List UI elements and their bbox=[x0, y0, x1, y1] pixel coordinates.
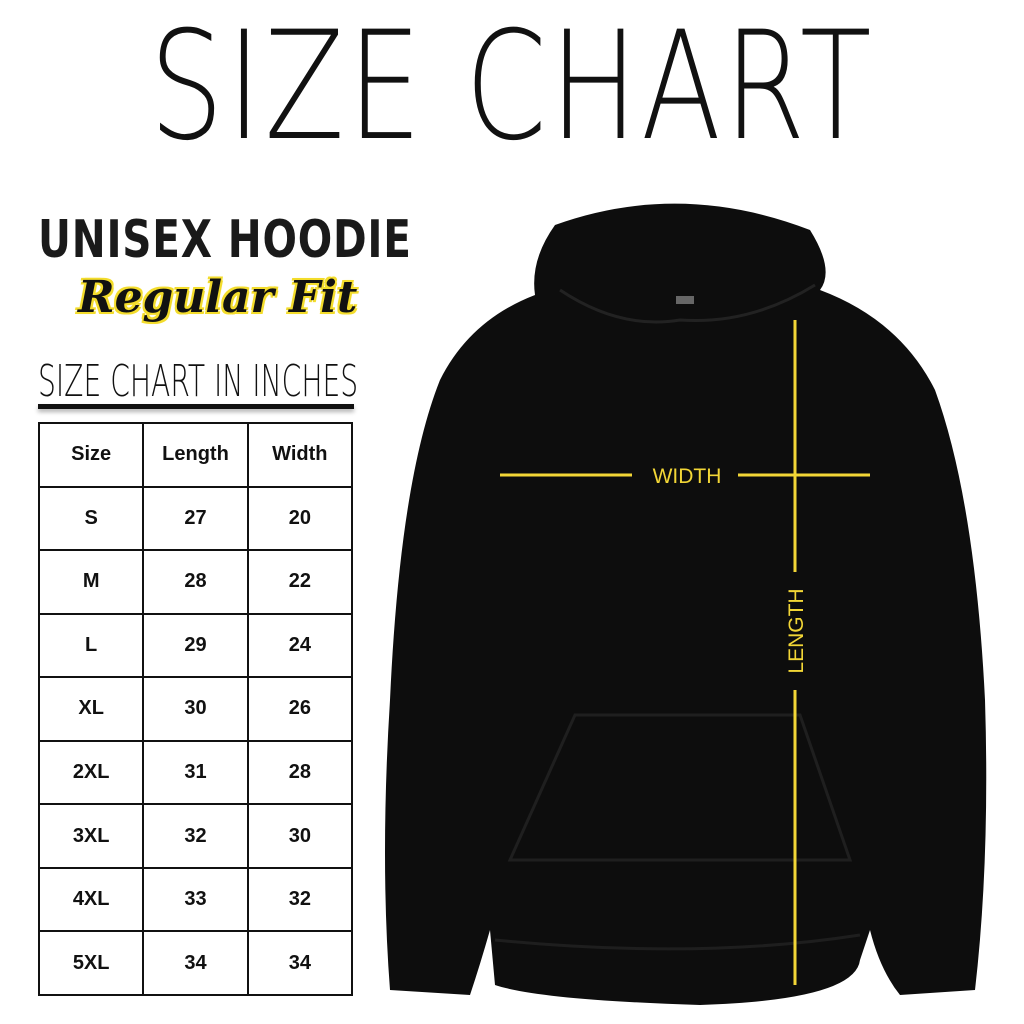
length-label: LENGTH bbox=[785, 588, 808, 673]
table-cell: 28 bbox=[246, 739, 354, 806]
table-row: XL 30 26 bbox=[37, 676, 354, 742]
product-name: UNISEX HOODIE bbox=[38, 210, 412, 270]
table-cell: 32 bbox=[246, 866, 354, 933]
table-cell: 24 bbox=[246, 612, 354, 679]
table-cell: S bbox=[37, 485, 145, 552]
table-header-row: Size Length Width bbox=[37, 422, 354, 488]
table-cell: 26 bbox=[246, 676, 354, 742]
size-table: Size Length Width S 27 20 M 28 22 L 29 24 XL 30 26 2XL 3… bbox=[37, 422, 354, 996]
width-label: WIDTH bbox=[653, 465, 722, 488]
table-cell: 29 bbox=[142, 612, 249, 679]
table-row: 2XL 31 28 bbox=[37, 739, 354, 806]
table-row: 5XL 34 34 bbox=[37, 930, 354, 996]
column-header: Length bbox=[142, 422, 249, 488]
table-cell: 34 bbox=[246, 930, 354, 996]
table-cell: 34 bbox=[142, 930, 249, 996]
table-cell: 30 bbox=[246, 803, 354, 869]
table-row: L 29 24 bbox=[37, 612, 354, 679]
fit-label: Regular Fit bbox=[78, 272, 358, 323]
column-header: Size bbox=[37, 422, 145, 488]
table-subtitle: SIZE CHART IN INCHES bbox=[38, 356, 359, 407]
table-row: 3XL 32 30 bbox=[37, 803, 354, 869]
column-header: Width bbox=[246, 422, 354, 488]
table-cell: 22 bbox=[246, 549, 354, 615]
table-cell: 32 bbox=[142, 803, 249, 869]
hoodie-image: WIDTH LENGTH bbox=[385, 203, 987, 1005]
table-cell: 31 bbox=[142, 739, 249, 806]
table-row: 4XL 33 32 bbox=[37, 866, 354, 933]
table-cell: XL bbox=[37, 676, 145, 742]
table-cell: 27 bbox=[142, 485, 249, 552]
table-cell: 30 bbox=[142, 676, 249, 742]
table-cell: L bbox=[37, 612, 145, 679]
table-row: M 28 22 bbox=[37, 549, 354, 615]
subtitle-underline bbox=[38, 404, 354, 409]
table-cell: 28 bbox=[142, 549, 249, 615]
table-cell: 4XL bbox=[37, 866, 145, 933]
page-title: SIZE CHART bbox=[149, 0, 875, 174]
table-cell: 20 bbox=[246, 485, 354, 552]
table-cell: M bbox=[37, 549, 145, 615]
table-row: S 27 20 bbox=[37, 485, 354, 552]
table-cell: 3XL bbox=[37, 803, 145, 869]
table-cell: 2XL bbox=[37, 739, 145, 806]
table-cell: 5XL bbox=[37, 930, 145, 996]
table-cell: 33 bbox=[142, 866, 249, 933]
